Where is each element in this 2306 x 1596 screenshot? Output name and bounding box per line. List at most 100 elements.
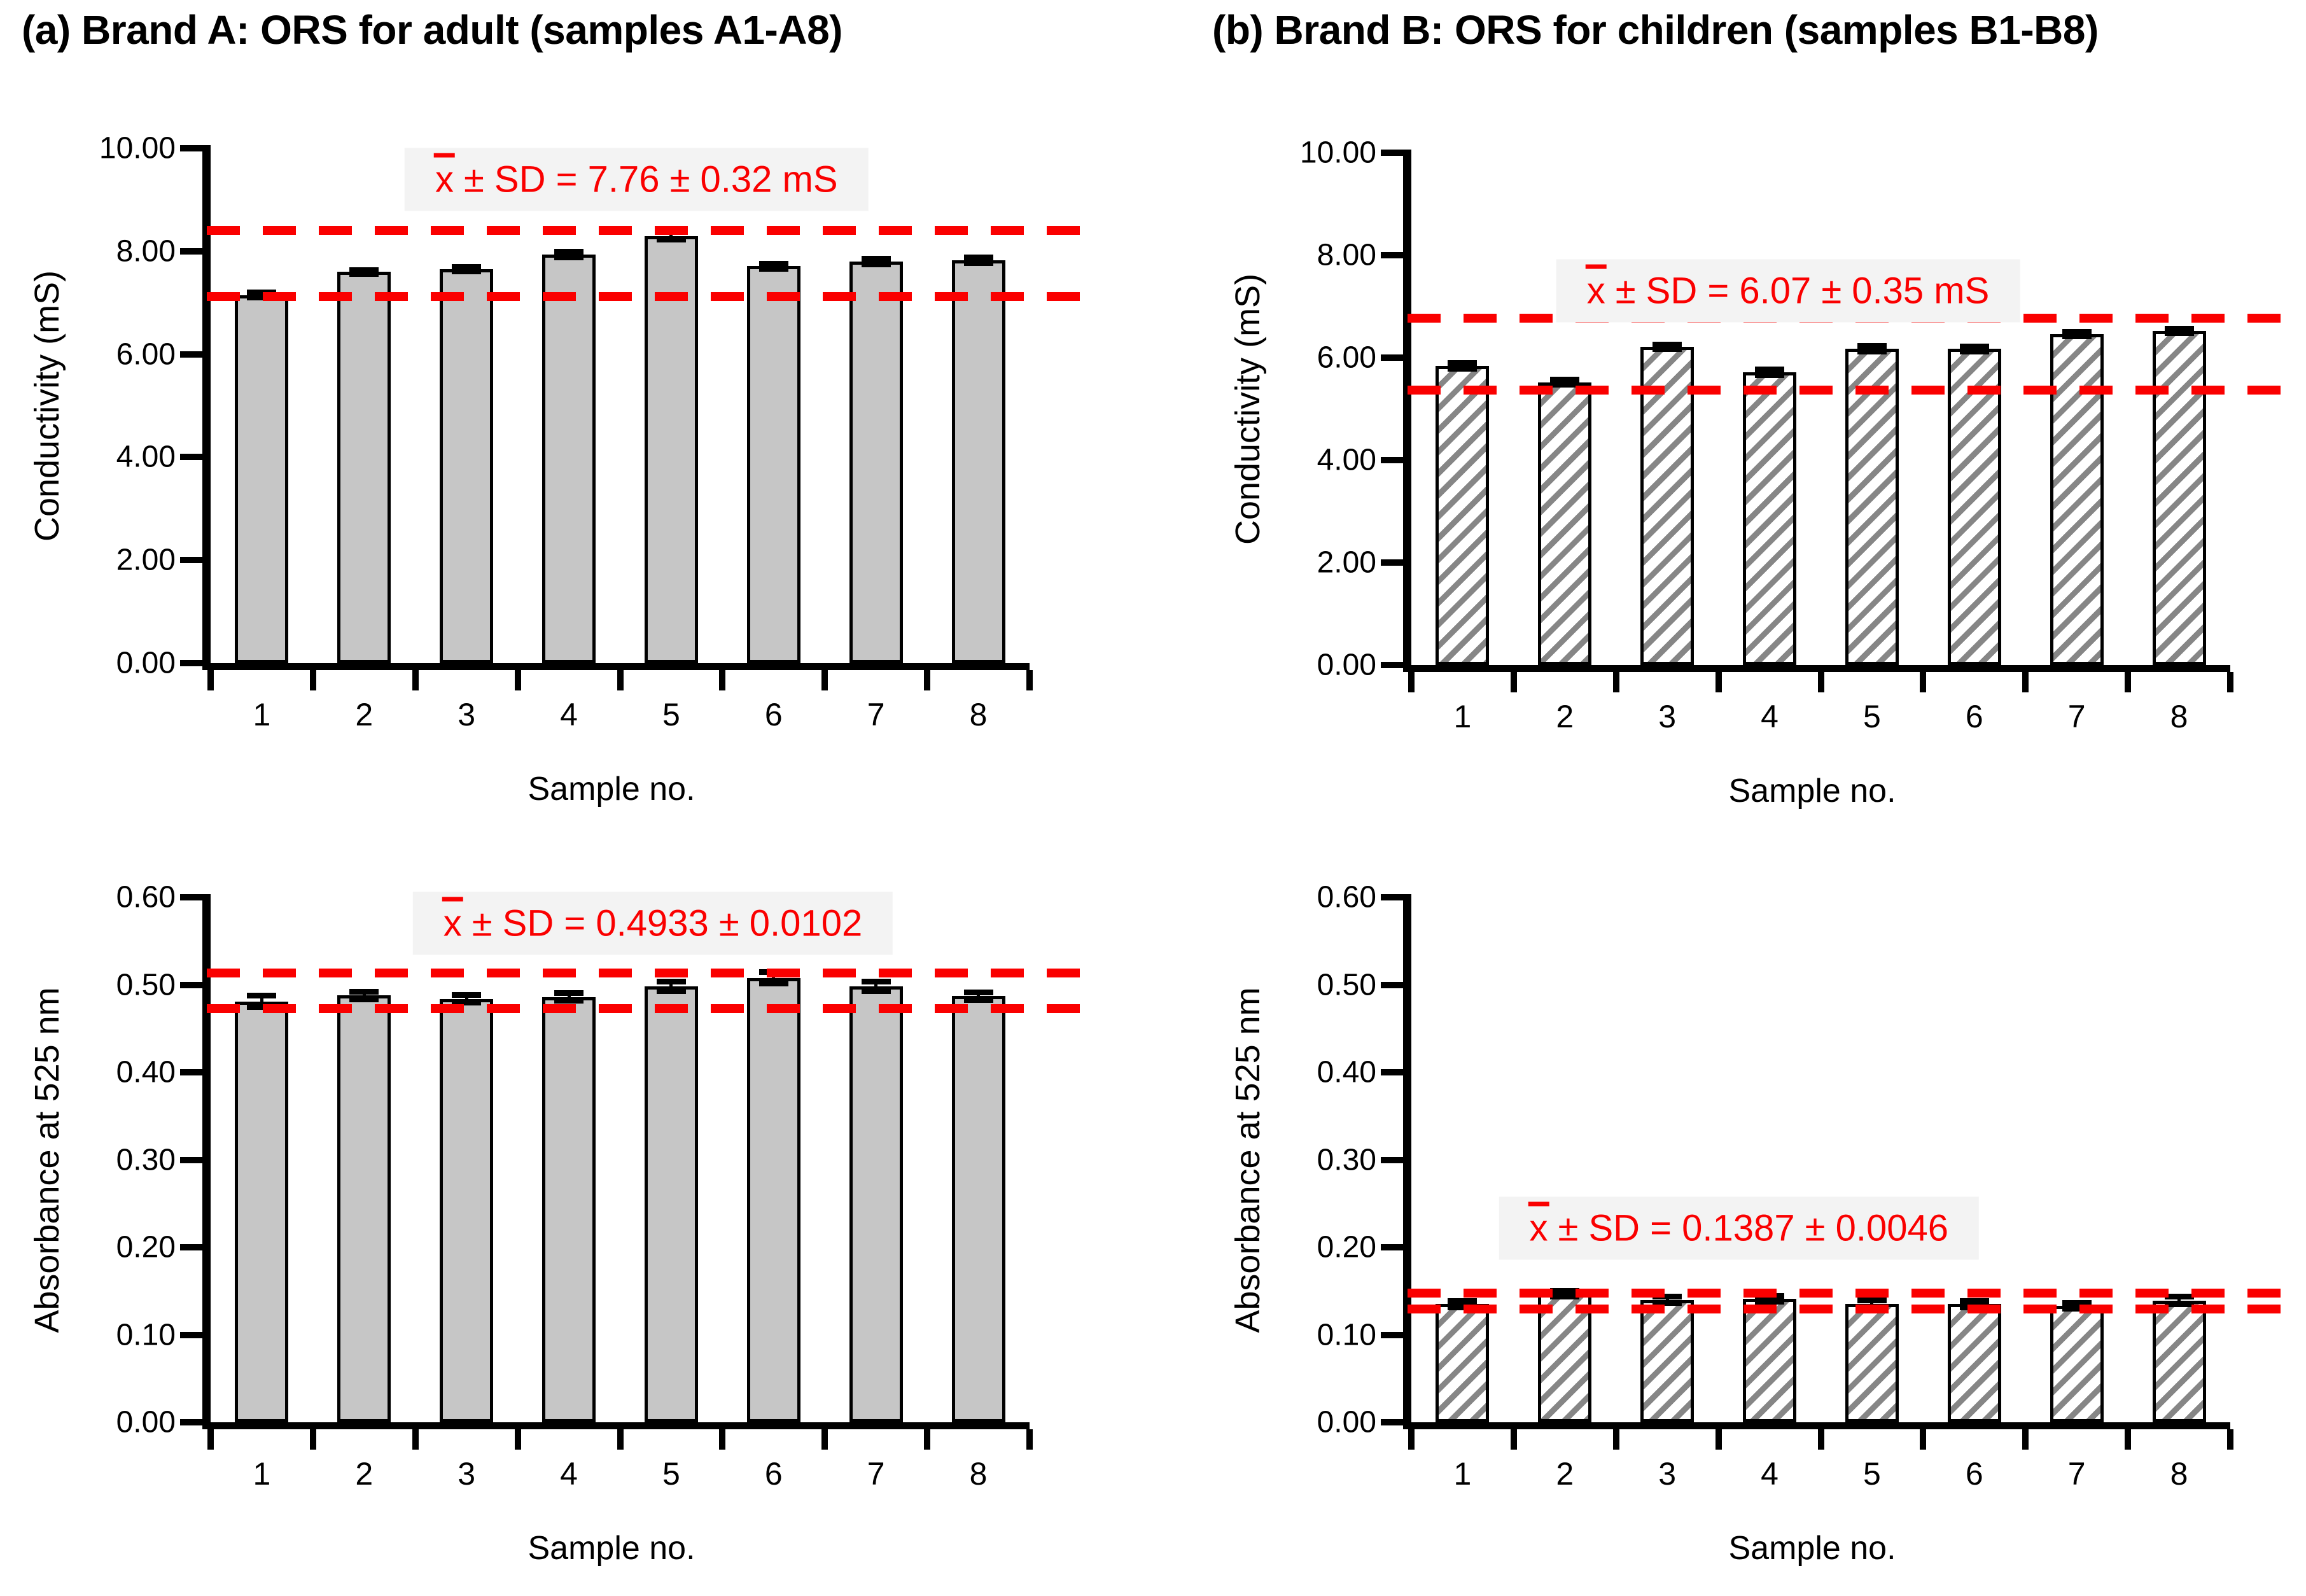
y-tick-label: 2.00 <box>1317 545 1376 580</box>
x-tick-mark <box>1817 672 1824 692</box>
y-tick-mark <box>1381 252 1411 258</box>
panel-a-title: (a) Brand A: ORS for adult (samples A1-A… <box>22 7 842 53</box>
x-tick-label: 8 <box>2170 699 2188 734</box>
chart-brand-b-absorbance: Absorbance at 525 nm x ± SD = 0.1387 ± 0.… <box>1201 798 2306 1596</box>
bar <box>1538 382 1592 665</box>
bar <box>2050 333 2104 665</box>
x-tick-mark <box>1715 1429 1722 1450</box>
y-tick-label: 4.00 <box>116 440 176 474</box>
x-tick-mark <box>412 1429 419 1450</box>
y-tick-label: 8.00 <box>1317 238 1376 272</box>
x-tick-label: 6 <box>1965 1456 1983 1492</box>
y-tick-label: 0.00 <box>116 646 176 680</box>
x-tick-label: 4 <box>560 697 578 732</box>
y-tick-mark <box>180 894 211 900</box>
x-tick-mark <box>309 1429 316 1450</box>
bar <box>746 977 800 1422</box>
mean-sd-annotation: x ± SD = 6.07 ± 0.35 mS <box>1556 259 2020 323</box>
error-bar-cap-top <box>452 263 482 270</box>
x-tick-label: 2 <box>355 697 374 732</box>
error-bar-cap-bottom <box>963 260 993 266</box>
y-tick-mark <box>180 981 211 988</box>
error-bar-cap-bottom <box>349 996 379 1002</box>
ref-line-lower <box>1408 1304 2293 1313</box>
y-tick-mark <box>180 248 211 255</box>
x-tick-mark <box>1920 672 1927 692</box>
bar <box>2152 331 2206 665</box>
error-bar-cap-top <box>1448 1298 1478 1305</box>
mean-symbol: x <box>442 897 463 944</box>
x-tick-mark <box>1510 1429 1517 1450</box>
error-bar-cap-bottom <box>452 269 482 275</box>
x-tick-label: 6 <box>764 1456 783 1492</box>
error-bar-cap-top <box>1448 360 1478 366</box>
error-bar-cap-top <box>1959 1298 1989 1305</box>
x-tick-label: 4 <box>1761 1456 1778 1492</box>
error-bar-stem <box>567 992 571 1002</box>
error-bar-stem <box>2177 1296 2181 1306</box>
y-tick-mark <box>1381 1331 1411 1338</box>
bar <box>1436 365 1490 665</box>
x-tick-mark <box>2227 1429 2233 1450</box>
error-bar-cap-bottom <box>1755 1299 1785 1305</box>
y-tick-mark <box>180 1069 211 1075</box>
x-tick-label: 4 <box>1761 699 1778 734</box>
error-bar-stem <box>465 994 468 1004</box>
error-bar-stem <box>1768 1295 1771 1303</box>
y-tick-label: 0.20 <box>1317 1230 1376 1264</box>
ref-line-lower <box>207 1004 1092 1013</box>
mean-symbol: x <box>1585 264 1607 312</box>
error-bar-cap-bottom <box>554 998 584 1004</box>
error-bar-cap-bottom <box>861 262 891 268</box>
mean-sd-annotation: x ± SD = 0.4933 ± 0.0102 <box>412 892 893 955</box>
error-bar-stem <box>362 990 366 1000</box>
x-tick-label: 5 <box>662 1456 680 1492</box>
y-tick-label: 0.60 <box>1317 880 1376 914</box>
bar <box>1947 1304 2001 1422</box>
y-axis-title-text: Conductivity (mS) <box>28 270 66 542</box>
x-tick-label: 2 <box>1556 1456 1574 1492</box>
x-axis-title: Sample no. <box>528 771 695 808</box>
x-tick-label: 1 <box>1453 1456 1472 1492</box>
y-tick-mark <box>180 660 211 666</box>
y-tick-mark <box>180 1244 211 1250</box>
x-tick-mark <box>1612 672 1619 692</box>
x-tick-mark <box>821 1429 828 1450</box>
error-bar-cap-bottom <box>2164 330 2194 337</box>
bar <box>1436 1304 1490 1422</box>
error-bar-stem <box>874 257 878 266</box>
plot-area: x ± SD = 6.07 ± 0.35 mS 10.00 8.00 6.00 4.00… <box>1300 136 2293 734</box>
chart-brand-b-conductivity: Conductivity (mS) x ± SD = 6.07 ± 0.35 mS… <box>1201 0 2306 809</box>
x-tick-mark <box>1408 1429 1415 1450</box>
bar <box>1743 1299 1797 1422</box>
bar <box>440 998 494 1422</box>
error-bar-stem <box>669 981 673 993</box>
bar <box>235 295 289 663</box>
error-bar-stem <box>977 991 981 1001</box>
mean-sd-annotation: x ± SD = 7.76 ± 0.32 mS <box>404 148 869 211</box>
bar <box>337 272 391 663</box>
y-tick-label: 4.00 <box>1317 443 1376 477</box>
x-tick-mark <box>309 670 316 690</box>
error-bar-cap-top <box>861 979 891 985</box>
y-tick-mark <box>1381 559 1411 566</box>
error-bar-cap-top <box>1959 344 1989 350</box>
error-bar-cap-bottom <box>656 988 686 995</box>
y-tick-mark <box>180 454 211 461</box>
y-tick-mark <box>180 557 211 564</box>
plot-area: x ± SD = 7.76 ± 0.32 mS 10.00 8.00 6.00 4.00… <box>99 132 1092 732</box>
error-bar-cap-bottom <box>349 270 379 277</box>
error-bar-cap-bottom <box>963 997 993 1003</box>
y-tick-mark <box>1381 150 1411 156</box>
error-bar-stem <box>1973 1300 1976 1308</box>
y-tick-label: 0.10 <box>116 1318 176 1352</box>
error-bar-cap-bottom <box>758 265 788 272</box>
x-tick-label: 6 <box>764 697 783 732</box>
y-tick-label: 8.00 <box>116 234 176 269</box>
bar <box>951 260 1005 663</box>
bar <box>542 997 596 1422</box>
error-bar-stem <box>977 256 981 264</box>
y-tick-mark <box>1381 1419 1411 1425</box>
x-tick-mark <box>1026 670 1033 690</box>
x-axis-title: Sample no. <box>1728 1530 1896 1567</box>
